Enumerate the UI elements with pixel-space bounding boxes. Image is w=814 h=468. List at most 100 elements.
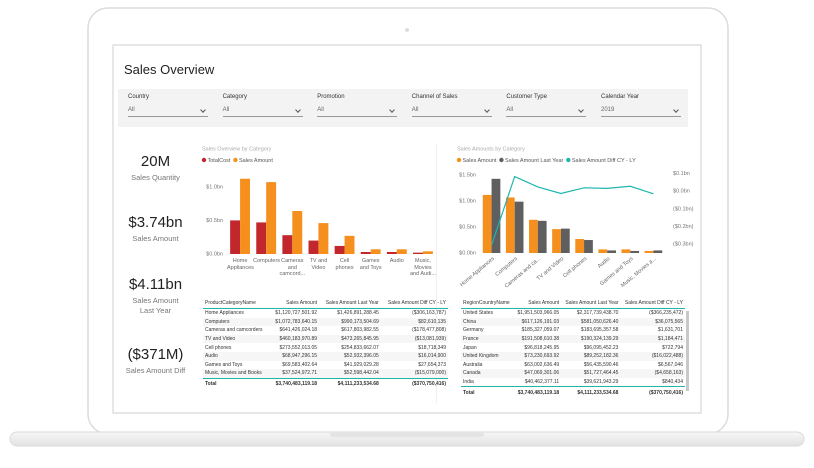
bar	[292, 210, 303, 254]
bar	[644, 250, 654, 253]
column-header[interactable]: Sales Amount Diff CY - LY	[620, 297, 685, 309]
table-cell: ($178,477,808)	[412, 327, 446, 334]
bar	[240, 178, 250, 254]
header-row: RegionCountryName Sales Amount Sales Amoun…	[461, 297, 685, 309]
bar	[334, 245, 345, 254]
slicer[interactable]: Channel of Sales All	[411, 94, 494, 122]
legend-swatch	[456, 157, 462, 163]
table-cell: $641,426,024.18	[279, 327, 318, 334]
table-cell: $52,932,396.05	[319, 351, 381, 361]
slicer-dropdown[interactable]: 2019	[601, 107, 681, 117]
column-header[interactable]: RegionCountryName	[461, 297, 514, 309]
table-cell: $47,069,301.06	[513, 369, 562, 378]
table-cell: $185,327,059.07	[521, 327, 560, 334]
table-cell: ($13,081,939)	[380, 334, 448, 344]
bar	[621, 249, 631, 253]
bar	[282, 235, 293, 254]
y-tick-label: $1.0bn	[459, 199, 476, 205]
table-row: India $40,462,377.11 $39,621,943.29 $840,43…	[461, 378, 685, 387]
column-header[interactable]: Sales Amount	[269, 297, 320, 309]
legend-label: TotalCost	[208, 158, 231, 164]
base-notch	[330, 432, 484, 437]
slicer[interactable]: Calendar Year 2019	[601, 94, 683, 122]
kpi-card: $3.74bn Sales Amount	[113, 214, 198, 244]
scrollbar[interactable]	[686, 311, 689, 391]
table-cell: $581,050,626.40	[561, 317, 621, 327]
table-cell: $6,567,046	[657, 361, 683, 368]
filter-bar	[118, 89, 688, 127]
legend-swatch	[499, 157, 504, 163]
y-tick-label: $0.0bn	[206, 251, 223, 257]
table-cell: $39,621,943.29	[583, 379, 619, 386]
bar	[505, 197, 515, 253]
bar	[344, 235, 355, 254]
y-tick-label: $0.5bn	[459, 225, 476, 231]
table-cell: $1,120,727,501.92	[275, 310, 318, 317]
slicer-dropdown[interactable]: All	[128, 107, 208, 117]
table-cell: $190,324,139.29	[561, 334, 621, 344]
table-cell: Japan	[463, 344, 477, 351]
slicer[interactable]: Promotion All	[317, 94, 399, 122]
table-cell: ($4,658,163)	[620, 369, 685, 378]
table-cell: $1,951,503,966.05	[517, 310, 560, 317]
chart: Sales Amounts by Category Sales Amount Sal…	[455, 143, 695, 293]
bar	[422, 251, 433, 254]
bar	[396, 249, 407, 254]
chart-title: Sales Amounts by Category	[457, 146, 525, 152]
kpi-label: Sales Amount Diff	[125, 366, 186, 375]
slicer-dropdown[interactable]: All	[317, 107, 398, 117]
bar	[598, 249, 608, 253]
x-tick-label: Computers	[253, 258, 281, 264]
header-row: ProductCategoryName Sales Amount Sales Amo…	[203, 297, 448, 309]
table-cell: Audio	[203, 351, 270, 361]
slicer-label: Promotion	[317, 94, 345, 100]
slicer-dropdown[interactable]: All	[222, 107, 303, 117]
table-cell: France	[461, 334, 514, 344]
slicer[interactable]: Customer Type All	[506, 94, 588, 122]
slicer[interactable]: Category All	[222, 94, 305, 122]
legend-label: Sales Amount	[463, 158, 497, 164]
x-tick-label: TV and Video	[309, 258, 328, 271]
table-cell: $73,230,693.92	[513, 351, 562, 361]
table-cell: $1,072,783,640.15	[269, 317, 320, 327]
column-header[interactable]: ProductCategoryName	[203, 297, 270, 309]
bar	[575, 238, 585, 253]
column-header[interactable]: Sales Amount Last Year	[319, 297, 381, 309]
total-cell: Total	[203, 377, 270, 390]
bar	[560, 228, 570, 253]
column-header[interactable]: Sales Amount	[513, 297, 562, 309]
bar	[318, 223, 329, 254]
column-header[interactable]: Sales Amount Diff CY - LY	[380, 297, 448, 309]
kpi-card: 20M Sales Quantity	[113, 153, 198, 183]
table-cell: $840,434	[662, 379, 683, 386]
table-cell: Canada	[461, 369, 514, 378]
kpi-value: ($371M)	[127, 346, 184, 363]
table-cell: $51,727,464.45	[561, 369, 621, 378]
x-tick-label: Music, Movies and Audi...	[409, 258, 436, 277]
x-tick-label: Home Appliances	[227, 258, 254, 271]
bar	[529, 219, 538, 253]
bar	[630, 250, 640, 253]
table-cell: ($15,079,000)	[380, 369, 448, 379]
chart: Sales Overview by Category TotalCost Sales…	[200, 143, 440, 293]
kpi-card: $4.11bn Sales Amount Last Year	[113, 276, 198, 316]
table-cell: ($366,235,472)	[649, 310, 683, 317]
table-row: Cameras and camcorders $641,426,024.18 $61…	[203, 326, 448, 335]
slicer-dropdown[interactable]: All	[411, 107, 492, 117]
slicer[interactable]: Country All	[128, 94, 210, 122]
table-row: Computers $1,072,783,640.15 $990,173,504.6…	[203, 317, 448, 327]
table-cell: $68,947,296.15	[269, 351, 320, 361]
table-cell: $617,803,982.55	[341, 327, 379, 334]
table-cell: China	[461, 317, 514, 327]
legend-label: Sales Amount Last Year	[505, 158, 564, 164]
slicer-label: Customer Type	[506, 94, 547, 100]
bar	[552, 229, 561, 253]
x-tick-label: Cell phones	[335, 258, 354, 271]
chart-svg: Sales Amounts by Category Sales Amount Sal…	[456, 146, 694, 290]
table-row: Germany $185,327,059.07 $183,695,357.58 $1,…	[461, 326, 685, 335]
column-header[interactable]: Sales Amount Last Year	[561, 297, 621, 309]
slicer-dropdown[interactable]: All	[506, 107, 587, 117]
table-cell: Cell phones	[205, 344, 232, 351]
total-cell: $4,111,233,534.68	[561, 386, 621, 399]
table-cell: $41,929,029.28	[344, 361, 379, 368]
